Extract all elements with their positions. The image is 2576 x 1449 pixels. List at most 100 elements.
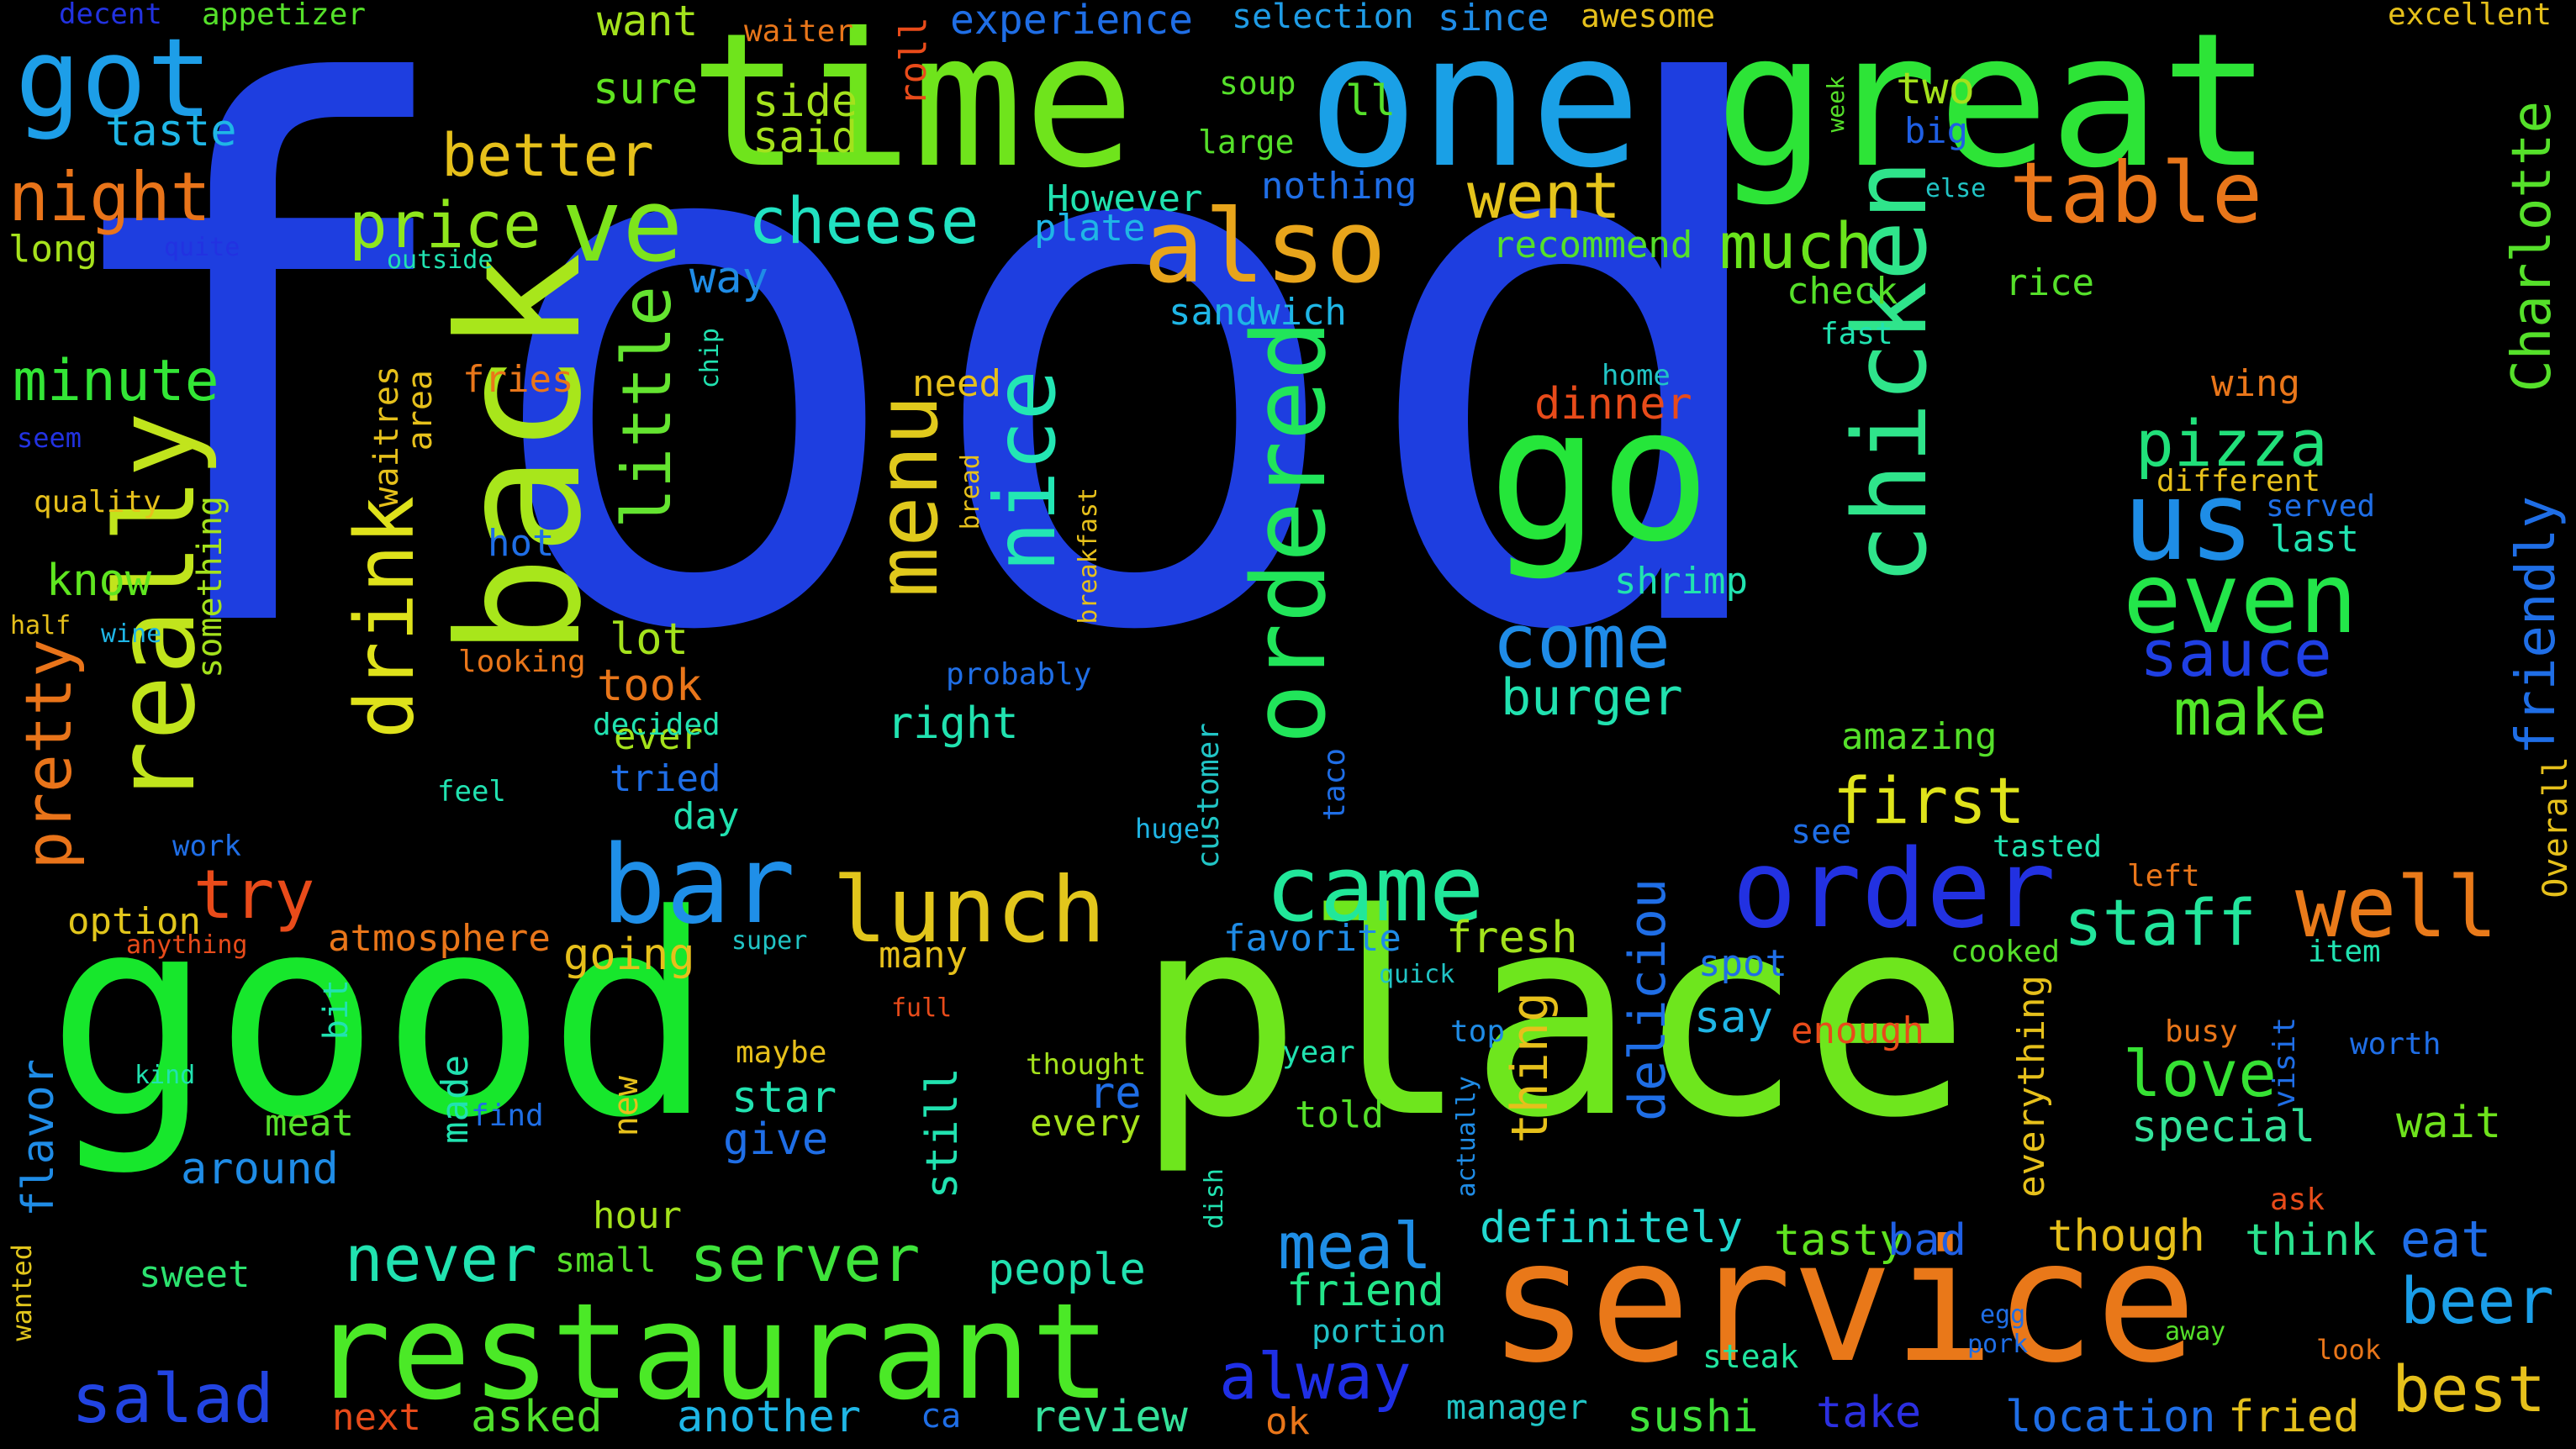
word: said [752,113,858,163]
word: tried [610,757,721,800]
word: table [2009,144,2263,242]
word: large [1198,124,1295,161]
word: wing [2211,362,2300,405]
word: love [2123,1036,2278,1111]
word: one [1307,0,1642,208]
word: beer [2400,1263,2555,1338]
word: sushi [1627,1392,1759,1442]
word: made [434,1055,477,1144]
word: decent [59,0,162,31]
word: price [349,187,541,262]
word: However [1047,177,1203,220]
word: way [689,253,768,303]
word: dinner [1534,379,1692,429]
word: customer [1191,723,1226,869]
word: night [8,158,211,236]
word: even [2123,542,2358,656]
word: away [2165,1317,2226,1346]
word: visit [2267,1017,2302,1109]
word: experience [950,0,1193,44]
word: week [1822,76,1850,133]
word: little [608,286,686,529]
word: probably [946,657,1092,692]
word: rice [2005,261,2094,304]
word: option [67,900,201,943]
word: salad [71,1360,274,1438]
word: food [34,0,1796,791]
word: still [917,1067,968,1199]
word: actually [1452,1076,1481,1198]
word: take [1816,1388,1922,1438]
word: server [689,1221,921,1296]
word: ok [1265,1400,1310,1443]
word: great [1715,0,2272,208]
word: worth [2350,1027,2441,1062]
word: sure [593,64,699,114]
word: steak [1702,1338,1799,1375]
word: fresh [1446,913,1578,963]
word: plate [1034,207,1146,250]
word: waiter [744,14,854,49]
word: outside [387,245,494,275]
word: star [731,1072,837,1123]
word: time [689,0,1135,208]
word: served [2266,489,2376,524]
word: tasty [1774,1215,1906,1266]
word: drink [338,496,432,739]
word: many [879,934,968,977]
word: never [345,1221,537,1296]
word: first [1833,763,2025,838]
word: good [46,856,715,1178]
word: side [752,76,858,127]
word: people [988,1245,1146,1295]
word: come [1492,598,1671,685]
word: go [1488,367,1711,582]
word: place [1135,856,1971,1178]
word: home [1602,359,1671,393]
word: going [563,930,695,980]
word: huge [1135,813,1201,845]
word: lot [610,614,689,665]
word: tasted [1993,830,2103,864]
word: got [15,14,213,142]
word: portion [1312,1313,1447,1350]
word: two [1896,64,1975,114]
word: hour [593,1194,682,1237]
word: waitres [367,366,406,508]
word: also [1143,189,1386,306]
word: lunch [832,858,1106,963]
word: bread [956,454,985,530]
word: make [2173,675,2328,750]
word: soup [1219,65,1296,102]
word: best [2392,1352,2547,1426]
word: breakfast [1074,487,1103,624]
word: minute [13,348,219,414]
word: eat [2400,1210,2492,1269]
word: long [8,228,98,271]
word: right [887,698,1019,749]
word: new [607,1076,646,1137]
word: meal [1278,1209,1433,1283]
word: find [471,1099,544,1133]
word: super [731,926,808,956]
word: feel [437,775,506,809]
word: wanted [6,1244,38,1341]
word: went [1467,158,1622,233]
word: roll [892,17,935,106]
word: egg [1980,1300,2026,1330]
word: ask [2270,1183,2325,1217]
word: better [441,121,654,190]
word: told [1295,1093,1384,1136]
word: need [912,362,1001,405]
word: recommend [1492,224,1693,266]
word: else [1925,174,1987,203]
word: definitely [1480,1203,1744,1253]
word: quality [34,485,161,519]
word: selection [1232,0,1414,36]
word: awesome [1581,0,1716,34]
word: want [597,0,699,45]
word: wait [2396,1098,2502,1148]
word: something [191,496,230,678]
word: item [2308,935,2381,969]
